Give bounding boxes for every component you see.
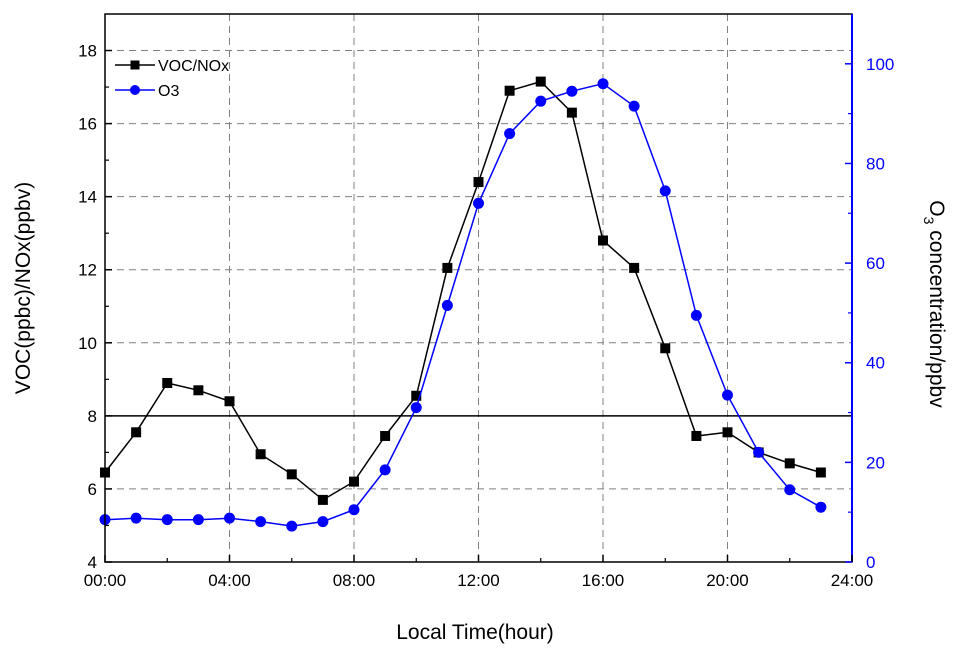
- data-point-o3: [722, 389, 733, 401]
- data-point-o3: [255, 516, 267, 528]
- data-point-o3: [690, 309, 702, 321]
- y-tick-label: 4: [88, 553, 97, 572]
- legend-marker-o3: [130, 85, 140, 95]
- data-point-voc-nox: [162, 377, 173, 388]
- data-point-voc-nox: [131, 427, 142, 438]
- x-tick-label: 04:00: [208, 571, 251, 590]
- legend-item-voc-nox: VOC/NOx: [115, 58, 229, 75]
- y-tick-label: 16: [78, 115, 97, 134]
- plot-frame: [104, 13, 853, 563]
- data-point-o3: [815, 501, 827, 513]
- data-point-o3: [784, 484, 796, 496]
- x-axis-ticks: 00:00 04:00 08:00 12:00 16:00 20:00 24:00: [84, 555, 874, 590]
- legend-item-o3: O3: [115, 83, 179, 100]
- y-tick-label: 12: [78, 261, 97, 280]
- y2-tick-label: 0: [866, 553, 875, 572]
- y2-label-prefix: O: [925, 200, 948, 216]
- data-point-voc-nox: [535, 76, 546, 87]
- data-point-voc-nox: [193, 385, 204, 396]
- legend-label-voc-nox: VOC/NOx: [158, 58, 229, 75]
- y-axis-ticks: 4 6 8 10 12 14 16 18: [78, 42, 112, 572]
- data-point-voc-nox: [784, 458, 795, 469]
- data-point-o3: [504, 128, 516, 140]
- data-point-o3: [441, 299, 453, 311]
- data-point-o3: [659, 185, 671, 197]
- data-point-o3: [379, 464, 391, 476]
- data-point-o3: [566, 85, 578, 97]
- y-tick-label: 14: [78, 188, 97, 207]
- data-point-o3: [597, 78, 609, 90]
- legend: VOC/NOx O3: [115, 58, 229, 100]
- y-tick-label: 6: [88, 480, 97, 499]
- data-point-o3: [473, 197, 484, 209]
- x-tick-label: 00:00: [84, 571, 127, 590]
- data-point-voc-nox: [255, 449, 266, 460]
- data-point-voc-nox: [349, 476, 359, 487]
- y2-axis-ticks: 0 20 40 60 80 100: [845, 55, 894, 572]
- y2-tick-label: 40: [866, 354, 885, 373]
- data-point-voc-nox: [722, 427, 733, 438]
- y-tick-label: 8: [88, 407, 97, 426]
- x-tick-label: 12:00: [457, 571, 500, 590]
- data-point-voc-nox: [566, 107, 577, 118]
- y2-tick-label: 60: [866, 254, 885, 273]
- data-point-o3: [161, 514, 173, 526]
- data-point-voc-nox: [317, 494, 328, 505]
- series-voc-nox: [100, 76, 826, 505]
- data-point-voc-nox: [691, 430, 702, 441]
- data-point-o3: [535, 95, 547, 107]
- data-point-voc-nox: [411, 390, 422, 401]
- y-axis-label: VOC(ppbc)/NOx(ppbv): [12, 182, 35, 394]
- series-o3: [99, 78, 827, 532]
- data-point-voc-nox: [442, 262, 453, 273]
- data-point-o3: [192, 514, 204, 526]
- legend-label-o3: O3: [158, 83, 179, 100]
- data-point-o3: [753, 446, 765, 458]
- data-point-o3: [130, 512, 142, 524]
- data-point-o3: [348, 504, 360, 516]
- y-tick-label: 18: [78, 42, 97, 61]
- x-tick-label: 20:00: [706, 571, 749, 590]
- x-tick-label: 16:00: [582, 571, 625, 590]
- data-point-voc-nox: [598, 235, 608, 246]
- series-line-voc-nox: [104, 80, 822, 501]
- data-point-o3: [410, 402, 422, 414]
- data-point-voc-nox: [473, 177, 484, 188]
- data-point-voc-nox: [660, 343, 671, 354]
- y2-axis-label: O3 concentration/ppbv: [921, 200, 948, 408]
- data-point-o3: [628, 100, 640, 112]
- x-tick-label: 08:00: [333, 571, 376, 590]
- y2-tick-label: 80: [866, 154, 885, 173]
- data-point-voc-nox: [286, 469, 297, 480]
- data-point-o3: [286, 520, 298, 532]
- grid-lines: [105, 14, 852, 562]
- series-line-o3: [104, 82, 822, 527]
- y2-label-subscript: 3: [921, 217, 937, 225]
- data-point-o3: [224, 512, 235, 524]
- x-axis-label: Local Time(hour): [396, 621, 554, 644]
- data-point-voc-nox: [629, 262, 640, 273]
- data-point-voc-nox: [224, 396, 235, 407]
- y2-tick-label: 20: [866, 453, 885, 472]
- legend-marker-voc-nox: [130, 60, 140, 70]
- x-tick-label: 24:00: [831, 571, 874, 590]
- data-point-voc-nox: [815, 467, 826, 478]
- data-point-o3: [317, 516, 329, 528]
- data-point-voc-nox: [504, 85, 515, 96]
- y2-tick-label: 100: [866, 55, 894, 74]
- y2-label-suffix: concentration/ppbv: [925, 224, 948, 408]
- y-tick-label: 10: [78, 334, 97, 353]
- data-point-voc-nox: [380, 430, 391, 441]
